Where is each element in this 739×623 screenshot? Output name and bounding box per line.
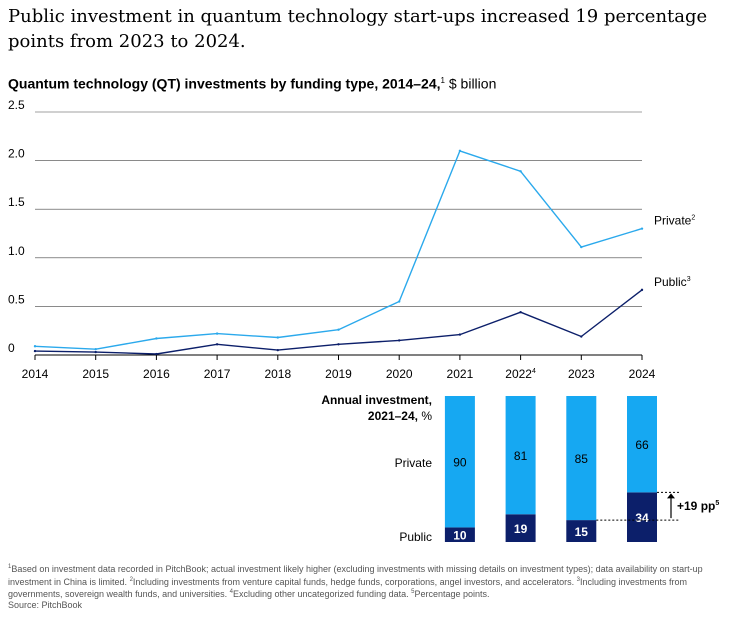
y-tick-label: 2.5 [8, 98, 25, 112]
data-point-public [519, 311, 522, 314]
bar-chart-title-line2: 2021–24, % [368, 409, 432, 423]
y-tick-label: 0.5 [8, 292, 25, 306]
bar-label-public: 19 [514, 522, 528, 536]
data-point-private [337, 328, 340, 331]
data-point-public [640, 288, 644, 292]
data-point-private [155, 337, 158, 340]
data-point-public [155, 352, 158, 356]
x-tick-label: 2016 [143, 367, 170, 381]
bar-private-2024 [627, 396, 657, 493]
bar-public-2024 [627, 492, 657, 542]
y-tick-label: 1.5 [8, 195, 25, 209]
footnote-4: Excluding other uncategorized funding da… [232, 589, 412, 599]
data-point-public [215, 343, 219, 346]
bar-legend-public: Public [399, 530, 432, 544]
bar-private-2022 [505, 396, 536, 515]
data-point-public [33, 349, 37, 353]
subtitle-sup: 1 [440, 76, 445, 85]
data-point-private [215, 332, 219, 335]
bar-private-2021 [444, 396, 475, 528]
footnote-sup-5: 5 [411, 589, 415, 595]
footnote-sup-3: 3 [576, 576, 580, 583]
bar-label-public: 15 [575, 525, 589, 539]
data-point-private [640, 227, 644, 230]
bar-chart-title-line1: Annual investment, [321, 393, 432, 407]
bar-label-private: 81 [514, 449, 528, 463]
data-point-private [94, 347, 97, 351]
series-label-private: Private2 [654, 214, 695, 228]
bar-private-2023 [566, 396, 597, 521]
chart-subtitle: Quantum technology (QT) investments by f… [8, 72, 728, 93]
bar-public-2022 [505, 514, 536, 542]
bar-public-2021 [444, 527, 475, 542]
data-point-private [580, 245, 583, 249]
x-tick-label: 2015 [82, 367, 109, 381]
subtitle-main: Quantum technology (QT) investments by f… [8, 75, 441, 92]
x-tick-label: 2017 [204, 367, 231, 381]
footnote-1: Based on investment data recorded in Pit… [8, 564, 703, 587]
bar-label-public: 10 [453, 529, 467, 543]
footnote-sup-2: 2 [129, 576, 133, 583]
bar-label-private: 85 [575, 452, 589, 466]
footnote-3: Including investments from governments, … [8, 576, 688, 600]
data-point-public [398, 339, 401, 342]
bar-label-private: 90 [453, 456, 467, 470]
x-tick-label: 20224 [505, 367, 536, 381]
x-tick-label: 2021 [447, 367, 474, 381]
annotation-arrowhead [667, 493, 675, 499]
footnote-2: Including investments from venture capit… [132, 576, 577, 587]
footnote-sup-1: 1 [8, 564, 12, 570]
footnote-text: 1Based on investment data recorded in Pi… [8, 562, 723, 600]
footnote-sup-4: 4 [229, 589, 233, 595]
data-point-public [337, 343, 340, 346]
data-point-public [580, 335, 583, 338]
bar-label-public: 34 [635, 511, 649, 525]
x-tick-label: 2019 [325, 367, 352, 381]
x-tick-label: 2020 [386, 367, 413, 381]
headline: Public investment in quantum technology … [8, 6, 708, 52]
footnotes: 1Based on investment data recorded in Pi… [8, 562, 723, 610]
bar-public-2023 [566, 520, 597, 542]
data-point-private [458, 149, 462, 153]
annotation-label: +19 pp5 [677, 499, 719, 513]
y-tick-label: 1.0 [8, 244, 25, 258]
data-point-private [276, 336, 279, 339]
bar-legend-private: Private [395, 456, 433, 470]
data-point-public [94, 350, 97, 354]
footnote-5: Percentage points. [414, 589, 490, 599]
y-tick-label: 0 [8, 341, 15, 355]
y-tick-label: 2.0 [8, 147, 25, 161]
data-point-private [398, 300, 401, 303]
series-label-public: Public3 [654, 275, 691, 289]
data-point-public [458, 333, 462, 336]
data-point-public [276, 348, 279, 352]
bar-label-private: 66 [635, 438, 649, 452]
data-point-private [33, 345, 37, 348]
subtitle-unit: $ billion [444, 75, 497, 92]
chart-area: 0 0.5 1.0 1.5 2.0 2.5 2014 2015 2016 2017 2018 2019… [8, 98, 719, 544]
x-tick-label: 2024 [629, 367, 656, 381]
x-tick-label: 2018 [264, 367, 291, 381]
series-line-private [34, 150, 643, 350]
x-tick-label: 2014 [22, 367, 49, 381]
source-line: Source: PitchBook [8, 599, 83, 610]
x-tick-label: 2023 [568, 367, 595, 381]
data-point-private [519, 170, 522, 173]
